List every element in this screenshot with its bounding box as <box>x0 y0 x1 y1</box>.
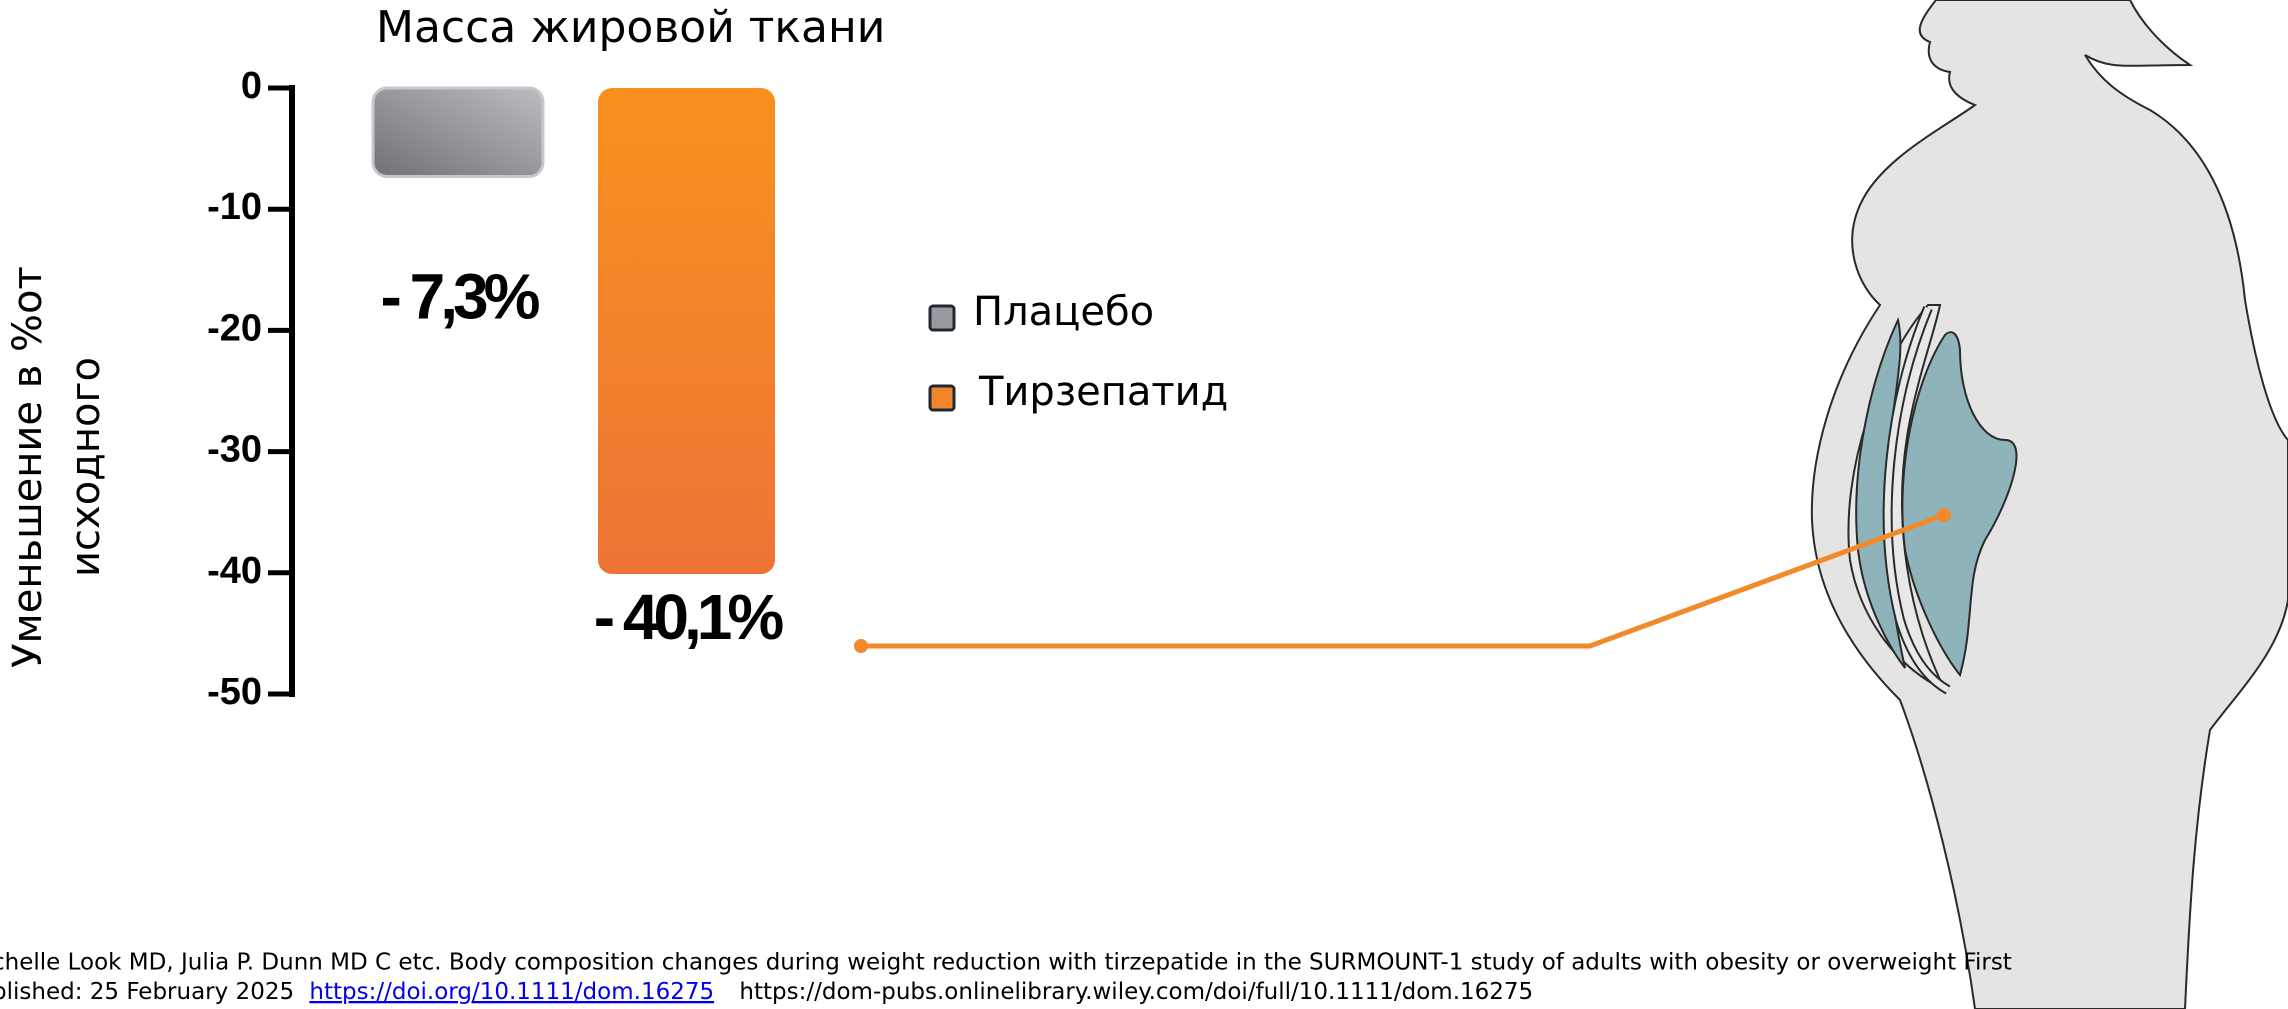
data-label: - 40,1% <box>594 581 784 653</box>
y-tick-label: 0 <box>241 65 262 107</box>
connector-line <box>861 512 1945 649</box>
data-label: - 7,3% <box>381 260 540 332</box>
y-tick-label: -20 <box>207 307 262 349</box>
legend-swatch <box>928 304 956 332</box>
silhouette <box>1810 0 2288 1009</box>
y-tick-label: -40 <box>207 550 262 592</box>
y-axis-label: Уменьшение в %от <box>5 266 51 668</box>
connector-dot <box>854 639 868 653</box>
legend-label: Плацебо <box>973 289 1154 335</box>
source-text: blished: 25 February 2025 <box>0 979 294 1005</box>
source-link[interactable]: https://doi.org/10.1111/dom.16275 <box>309 979 714 1005</box>
legend-swatch <box>928 384 956 412</box>
source-line: chelle Look MD, Julia P. Dunn MD C etc. … <box>0 950 2012 976</box>
y-tick-label: -10 <box>207 186 262 228</box>
organ-band-inner <box>1884 306 1950 693</box>
bar <box>598 88 775 575</box>
connector-dot <box>1937 508 1951 522</box>
source-text: https://dom-pubs.onlinelibrary.wiley.com… <box>739 979 1533 1005</box>
organ-right <box>1901 331 2018 678</box>
y-tick-label: -50 <box>207 671 262 713</box>
source-line: blished: 25 February 2025 https://doi.or… <box>0 979 1533 1005</box>
chart-title: Масса жировой ткани <box>376 2 885 53</box>
y-tick-label: -30 <box>207 429 262 471</box>
legend-label: Тирзепатид <box>978 369 1228 415</box>
bar <box>371 86 545 178</box>
y-axis-label: исходного <box>63 357 109 577</box>
